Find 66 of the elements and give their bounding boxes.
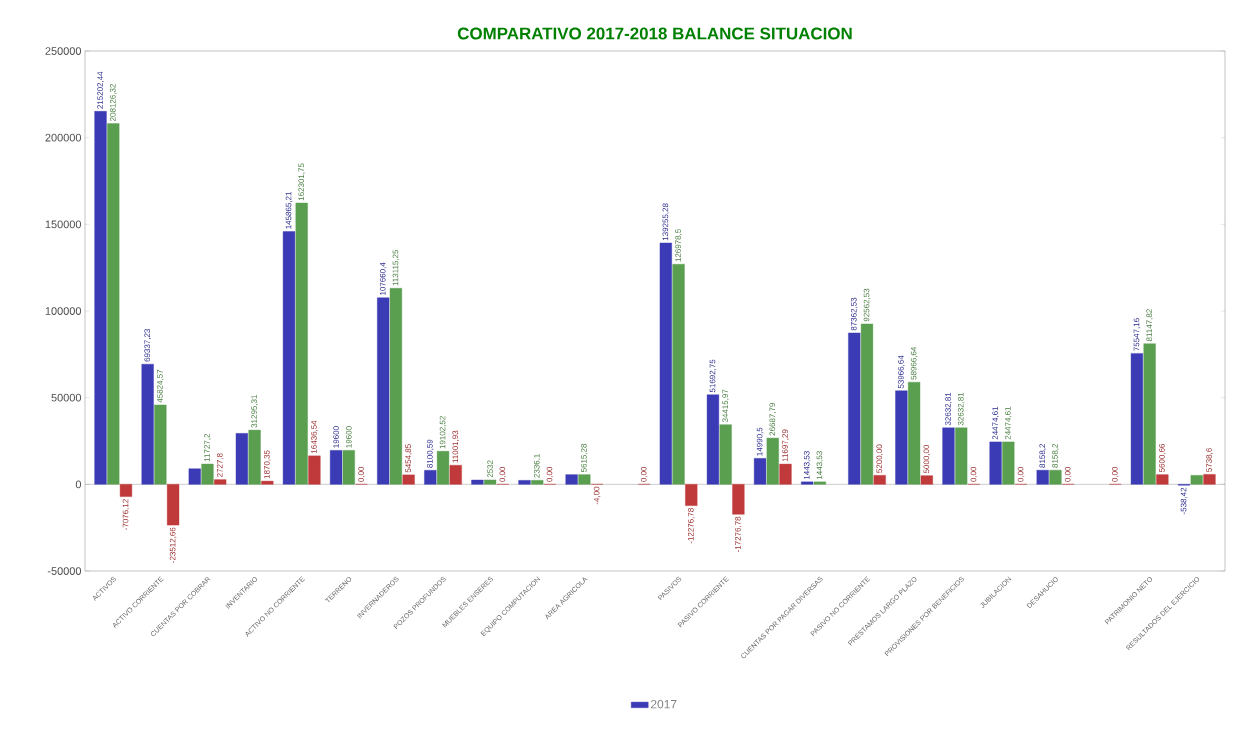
- bar: [342, 450, 355, 485]
- bar: [261, 480, 274, 485]
- legend-label: 2017: [651, 699, 677, 709]
- bar: [672, 264, 685, 485]
- bar: [214, 479, 227, 485]
- bar: [753, 458, 767, 485]
- bar: [766, 437, 779, 485]
- bar: [1130, 353, 1144, 485]
- bar: [94, 111, 107, 485]
- bar: [685, 484, 698, 506]
- bar: [107, 123, 120, 485]
- bar: [424, 470, 437, 485]
- y-tick-label: 250000: [45, 47, 82, 55]
- y-tick-label: 150000: [45, 220, 82, 229]
- bar: [295, 202, 308, 485]
- bar: [860, 323, 874, 485]
- bar: [308, 455, 321, 485]
- bar: [141, 363, 154, 485]
- bar: [154, 404, 167, 485]
- bar: [330, 450, 343, 485]
- bar: [1203, 474, 1216, 485]
- y-tick-label: 0: [75, 480, 82, 489]
- bar: [518, 480, 531, 485]
- bar: [449, 465, 462, 485]
- bar: [201, 463, 214, 485]
- bar: [813, 481, 826, 485]
- bar: [1002, 441, 1015, 485]
- bar: [779, 463, 792, 485]
- y-tick-label: 200000: [45, 133, 82, 142]
- bar: [1190, 475, 1203, 485]
- bar: [248, 429, 261, 485]
- y-tick-label: 100000: [45, 307, 82, 315]
- bar: [908, 381, 921, 485]
- bar: [471, 479, 484, 485]
- bar: [955, 427, 968, 485]
- bar: [282, 231, 296, 485]
- bar: [719, 424, 732, 485]
- bar: [920, 475, 933, 485]
- bar: [1049, 469, 1062, 485]
- bar: [895, 390, 908, 485]
- bar: [402, 474, 415, 485]
- y-tick-label: 50000: [51, 393, 82, 402]
- bar: [659, 242, 672, 485]
- bar: [578, 474, 591, 485]
- bar: [389, 288, 402, 485]
- bar: [942, 427, 955, 485]
- bar: [989, 441, 1002, 485]
- bar: [1036, 469, 1049, 485]
- bar: [484, 479, 497, 485]
- bar: [235, 433, 248, 485]
- bar: [1143, 343, 1156, 485]
- bar: [873, 475, 886, 485]
- bar: [188, 468, 201, 485]
- bar: [848, 332, 861, 485]
- bar: [732, 484, 745, 515]
- bar: [531, 480, 544, 485]
- bar: [377, 297, 390, 485]
- chart-title: COMPARATIVO 2017-2018 BALANCE SITUACION: [457, 27, 852, 40]
- bar: [801, 481, 814, 485]
- y-tick-label: -50000: [47, 567, 82, 575]
- bar: [706, 394, 720, 485]
- bar: [119, 484, 133, 497]
- bar: [436, 451, 450, 485]
- bar: [565, 474, 578, 485]
- bar: [1156, 474, 1169, 485]
- bar: [167, 484, 180, 526]
